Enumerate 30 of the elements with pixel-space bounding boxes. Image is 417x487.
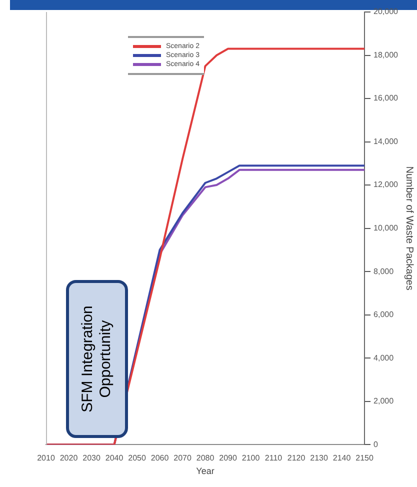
x-tick-label: 2080 bbox=[196, 454, 215, 463]
x-tick-label: 2010 bbox=[37, 454, 56, 463]
x-tick-label: 2140 bbox=[332, 454, 352, 463]
y-tick-label: 12,000 bbox=[374, 180, 399, 190]
x-tick-label: 2020 bbox=[60, 454, 78, 463]
y-tick-label: 20,000 bbox=[374, 7, 399, 16]
x-tick-label: 2060 bbox=[150, 454, 170, 463]
y-axis-title: Number of Waste Packages bbox=[403, 166, 414, 290]
x-tick-label: 2110 bbox=[264, 454, 283, 463]
x-tick-label: 2090 bbox=[219, 454, 238, 463]
y-tick-label: 18,000 bbox=[374, 50, 399, 60]
y-tick-label: 6,000 bbox=[374, 310, 394, 320]
y-tick-label: 4,000 bbox=[374, 353, 394, 362]
y-tick-label: 8,000 bbox=[374, 266, 394, 276]
y-tick-label: 14,000 bbox=[374, 136, 399, 146]
x-axis-title: Year bbox=[196, 466, 214, 476]
y-tick-label: 10,000 bbox=[374, 224, 399, 233]
text-box: SFM Integration Opportunity bbox=[66, 280, 128, 438]
y-tick-label: 16,000 bbox=[374, 94, 399, 103]
x-tick-label: 2150 bbox=[356, 454, 374, 463]
x-tick-label: 2030 bbox=[82, 454, 101, 463]
x-tick-label: 2100 bbox=[242, 454, 260, 463]
x-tick-label: 2050 bbox=[128, 454, 146, 463]
y-tick-label: 2,000 bbox=[374, 396, 394, 406]
x-tick-label: 2130 bbox=[310, 454, 328, 463]
x-tick-label: 2040 bbox=[105, 454, 124, 463]
x-tick-label: 2070 bbox=[174, 454, 192, 463]
x-tick-label: 2120 bbox=[287, 454, 306, 463]
y-tick-label: 0 bbox=[374, 440, 379, 449]
annotation: SFM Integration Opportunity bbox=[79, 306, 115, 412]
